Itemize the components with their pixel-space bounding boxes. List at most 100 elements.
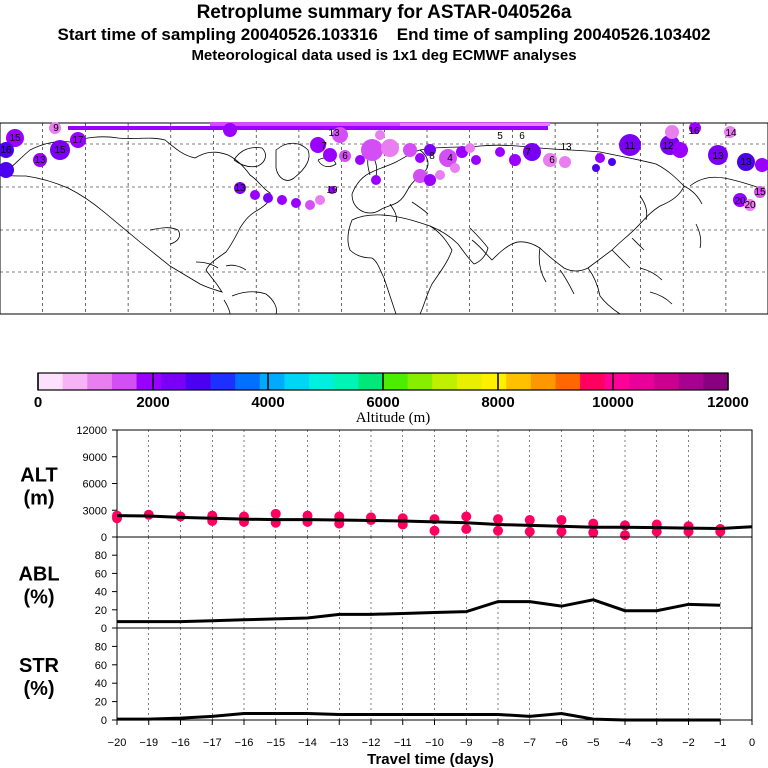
trajectory-marker <box>509 154 521 166</box>
trajectory-label: 15 <box>9 133 21 144</box>
trajectory-marker <box>403 143 417 157</box>
trajectory-marker <box>375 130 385 140</box>
trajectory-label: 9 <box>53 123 59 134</box>
trajectory-marker <box>361 139 383 161</box>
colorbar-swatch <box>481 373 507 390</box>
trajectory-label: 14 <box>725 128 737 139</box>
trajectory-label: 15 <box>754 187 766 198</box>
panel-str: 80 60 40 20 0 STR(%) <box>19 627 753 727</box>
panel-ylabel: ABL <box>18 564 59 586</box>
altitude-point <box>620 520 630 531</box>
trajectory-marker <box>744 199 756 211</box>
colorbar-swatch <box>259 373 285 390</box>
trajectory-marker <box>724 126 736 138</box>
colorbar-swatch <box>136 373 162 390</box>
colorbar-swatch <box>530 373 556 390</box>
plume-stripe <box>68 126 548 130</box>
altitude-point <box>620 530 630 541</box>
x-axis-label: Travel time (days) <box>367 751 494 768</box>
x-tick-label: −15 <box>266 737 285 749</box>
colorbar-swatch <box>358 373 384 390</box>
plume-stripes <box>68 122 550 130</box>
trajectory-marker <box>595 153 605 163</box>
coastlines <box>0 136 761 315</box>
trajectory-label: 11 <box>625 141 636 152</box>
x-tick-label: −4 <box>619 737 632 749</box>
x-tick-label: −1 <box>714 737 727 749</box>
trajectory-marker <box>310 137 326 153</box>
colorbar-swatch <box>654 373 680 390</box>
trajectory-label: 20 <box>734 196 746 207</box>
x-tick-label: −2 <box>682 737 695 749</box>
trajectory-marker <box>305 200 315 210</box>
colorbar-swatch <box>407 373 433 390</box>
panel-ylabel: ALT <box>20 465 57 487</box>
trajectory-marker <box>424 144 436 156</box>
colorbar-swatch <box>309 373 335 390</box>
panel-abl: 80 60 40 20 0 ABL(%) <box>18 536 753 635</box>
panel-ylabel: STR <box>19 655 60 677</box>
colorbar-swatch <box>383 373 409 390</box>
panel-alt: 12000 9000 6000 3000 0 ALT(m) <box>20 425 753 544</box>
x-tick-label: −16 <box>171 737 190 749</box>
x-tick-label: −7 <box>523 737 536 749</box>
series-line <box>116 514 753 531</box>
trajectory-marker <box>250 190 260 200</box>
trajectory-label: 12 <box>662 141 674 152</box>
colorbar-tick-label: 6000 <box>366 394 399 411</box>
colorbar-tick-label: 8000 <box>481 394 514 411</box>
colorbar-swatch <box>38 373 64 390</box>
altitude-point <box>270 508 281 519</box>
y-tick-label: 40 <box>95 587 107 599</box>
plume-stripe <box>400 123 550 126</box>
trajectory-marker <box>708 145 728 165</box>
trajectory-marker <box>328 186 336 194</box>
y-tick-label: 20 <box>95 605 107 617</box>
colorbar-swatch <box>506 373 532 390</box>
colorbar-swatch <box>604 373 630 390</box>
x-tick-label: −14 <box>298 737 317 749</box>
trajectory-marker <box>50 140 70 160</box>
colorbar-swatch <box>235 373 261 390</box>
chart-title: Retroplume summary for ASTAR-040526a <box>196 2 572 23</box>
altitude-point <box>493 514 503 525</box>
colorbar-swatch <box>333 373 359 390</box>
colorbar-tick-label: 10000 <box>592 394 634 411</box>
altitude-point <box>493 525 503 536</box>
trajectory-marker <box>737 153 755 171</box>
colorbar-swatch <box>185 373 211 390</box>
trajectory-label: 13 <box>712 151 724 162</box>
trajectory-marker <box>450 163 460 173</box>
colorbar-swatch <box>161 373 187 390</box>
panel-ylabel-unit: (m) <box>23 488 54 510</box>
trajectory-marker <box>424 174 436 186</box>
trajectory-marker <box>277 195 287 205</box>
colorbar-label: Altitude (m) <box>356 410 431 426</box>
altitude-point <box>588 527 599 538</box>
trajectory-label: 16 <box>0 145 12 156</box>
sampling-times: Start time of sampling 20040526.103316 E… <box>0 25 768 45</box>
trajectory-marker <box>559 156 571 168</box>
trajectory-marker <box>415 153 425 163</box>
trajectory-marker <box>355 155 365 165</box>
x-tick-label: 0 <box>749 737 755 749</box>
trajectory-marker <box>234 182 246 194</box>
trajectory-marker <box>523 143 541 161</box>
colorbar-swatch <box>111 373 138 390</box>
trajectory-marker <box>339 150 351 162</box>
trajectory-label: 17 <box>72 135 84 146</box>
series-line <box>117 598 721 624</box>
trajectory-marker <box>465 143 475 153</box>
colorbar-swatch <box>580 373 606 390</box>
colorbar-swatch <box>703 373 729 390</box>
y-tick-label: 80 <box>95 641 107 653</box>
x-tick-label: −11 <box>394 737 412 749</box>
trajectory-marker <box>619 134 641 156</box>
trajectory-label: 15 <box>54 145 66 156</box>
colorbar-swatch <box>678 373 704 390</box>
trajectory-marker <box>6 129 24 147</box>
panel-ylabel-unit: (%) <box>23 678 54 700</box>
trajectory-marker <box>456 146 468 158</box>
